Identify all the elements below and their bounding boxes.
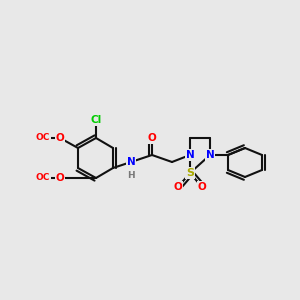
Text: Cl: Cl — [90, 115, 102, 125]
Text: S: S — [186, 168, 194, 178]
Text: O: O — [148, 133, 156, 143]
Text: N: N — [186, 150, 194, 160]
Text: H: H — [127, 170, 135, 179]
Text: O: O — [174, 182, 182, 192]
Text: O: O — [56, 173, 64, 183]
Text: N: N — [206, 150, 214, 160]
Text: OC: OC — [36, 134, 50, 142]
Text: O: O — [198, 182, 206, 192]
Text: OC: OC — [36, 173, 50, 182]
Text: N: N — [127, 157, 135, 167]
Text: O: O — [56, 133, 64, 143]
